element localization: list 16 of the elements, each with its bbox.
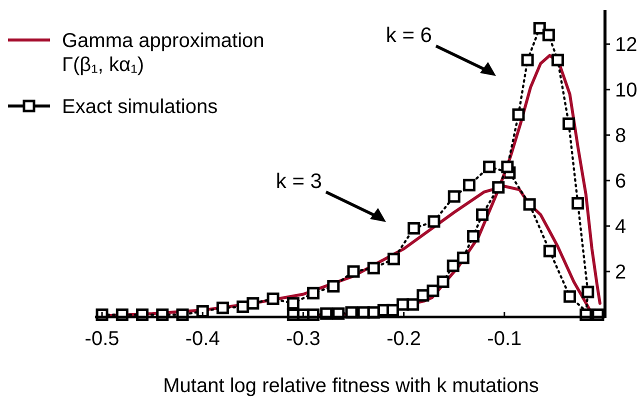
x-tick-label: -0.1 (487, 328, 522, 350)
y-tick-label: 10 (615, 80, 638, 102)
x-tick-label: -0.4 (185, 328, 220, 350)
y-tick-label: 2 (615, 262, 626, 284)
x-tick-label: -0.2 (386, 328, 422, 350)
y-tick-label: 8 (615, 125, 626, 148)
x-tick-label: -0.3 (286, 328, 320, 350)
annotation: k = 6 (386, 24, 432, 47)
annotation: k = 3 (276, 170, 322, 193)
y-tick-label: 4 (615, 216, 626, 238)
x-axis-title: Mutant log relative fitness with k mutations (163, 375, 539, 397)
x-tick-label: -0.5 (84, 328, 120, 350)
y-tick-label: 6 (615, 170, 626, 193)
legend-label: Exact simulations (62, 96, 218, 118)
legend-label: Gamma approximation Γ(β₁, kα₁) (62, 30, 264, 76)
y-tick-label: 12 (615, 34, 638, 56)
